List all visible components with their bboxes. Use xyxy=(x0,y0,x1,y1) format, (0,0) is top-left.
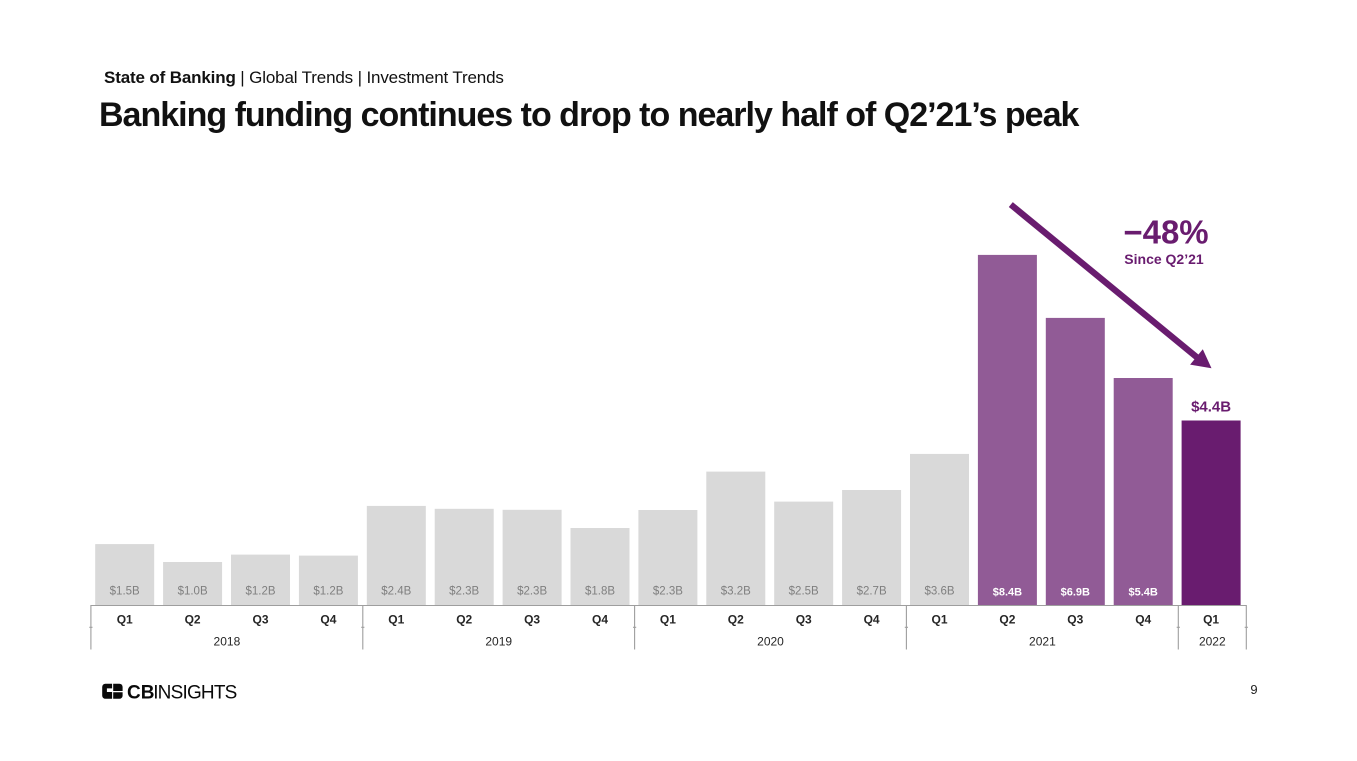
svg-text:Q2: Q2 xyxy=(456,613,472,627)
svg-text:$2.3B: $2.3B xyxy=(653,586,683,598)
svg-text:$1.0B: $1.0B xyxy=(178,586,208,598)
svg-text:$2.5B: $2.5B xyxy=(789,586,819,598)
svg-text:$1.5B: $1.5B xyxy=(110,586,140,598)
svg-text:Q1: Q1 xyxy=(388,613,404,627)
svg-text:$3.2B: $3.2B xyxy=(721,586,751,598)
svg-text:Q3: Q3 xyxy=(796,613,812,627)
svg-text:$6.9B: $6.9B xyxy=(1061,586,1090,598)
svg-text:Q2: Q2 xyxy=(728,613,744,627)
svg-text:Q2: Q2 xyxy=(185,613,201,627)
svg-text:Since Q2’21: Since Q2’21 xyxy=(1124,251,1204,267)
svg-text:9: 9 xyxy=(1250,682,1257,697)
svg-text:$2.4B: $2.4B xyxy=(381,586,411,598)
svg-text:INSIGHTS: INSIGHTS xyxy=(153,682,236,703)
svg-text:Q1: Q1 xyxy=(117,613,133,627)
svg-text:$2.3B: $2.3B xyxy=(517,586,547,598)
svg-text:$8.4B: $8.4B xyxy=(993,586,1022,598)
svg-text:Q1: Q1 xyxy=(931,613,947,627)
svg-text:−48%: −48% xyxy=(1123,214,1208,251)
svg-text:$2.3B: $2.3B xyxy=(449,586,479,598)
svg-text:Q4: Q4 xyxy=(592,613,608,627)
svg-text:2021: 2021 xyxy=(1029,635,1056,649)
svg-text:Q1: Q1 xyxy=(660,613,676,627)
svg-text:Q4: Q4 xyxy=(320,613,336,627)
svg-text:Q2: Q2 xyxy=(999,613,1015,627)
svg-text:Q3: Q3 xyxy=(252,613,268,627)
svg-text:$2.7B: $2.7B xyxy=(857,586,887,598)
svg-text:$1.2B: $1.2B xyxy=(245,586,275,598)
svg-text:2020: 2020 xyxy=(757,635,784,649)
svg-text:Q3: Q3 xyxy=(1067,613,1083,627)
svg-text:CB: CB xyxy=(127,682,154,703)
svg-text:Q4: Q4 xyxy=(1135,613,1151,627)
svg-text:$4.4B: $4.4B xyxy=(1191,399,1231,416)
svg-text:Q1: Q1 xyxy=(1203,613,1219,627)
svg-text:2018: 2018 xyxy=(214,635,241,649)
svg-text:2022: 2022 xyxy=(1199,635,1226,649)
svg-text:2019: 2019 xyxy=(485,635,512,649)
svg-text:$3.6B: $3.6B xyxy=(924,586,954,598)
svg-text:$1.8B: $1.8B xyxy=(585,586,615,598)
svg-text:$1.2B: $1.2B xyxy=(313,586,343,598)
svg-text:Q4: Q4 xyxy=(864,613,880,627)
svg-text:$5.4B: $5.4B xyxy=(1129,586,1158,598)
svg-text:Q3: Q3 xyxy=(524,613,540,627)
